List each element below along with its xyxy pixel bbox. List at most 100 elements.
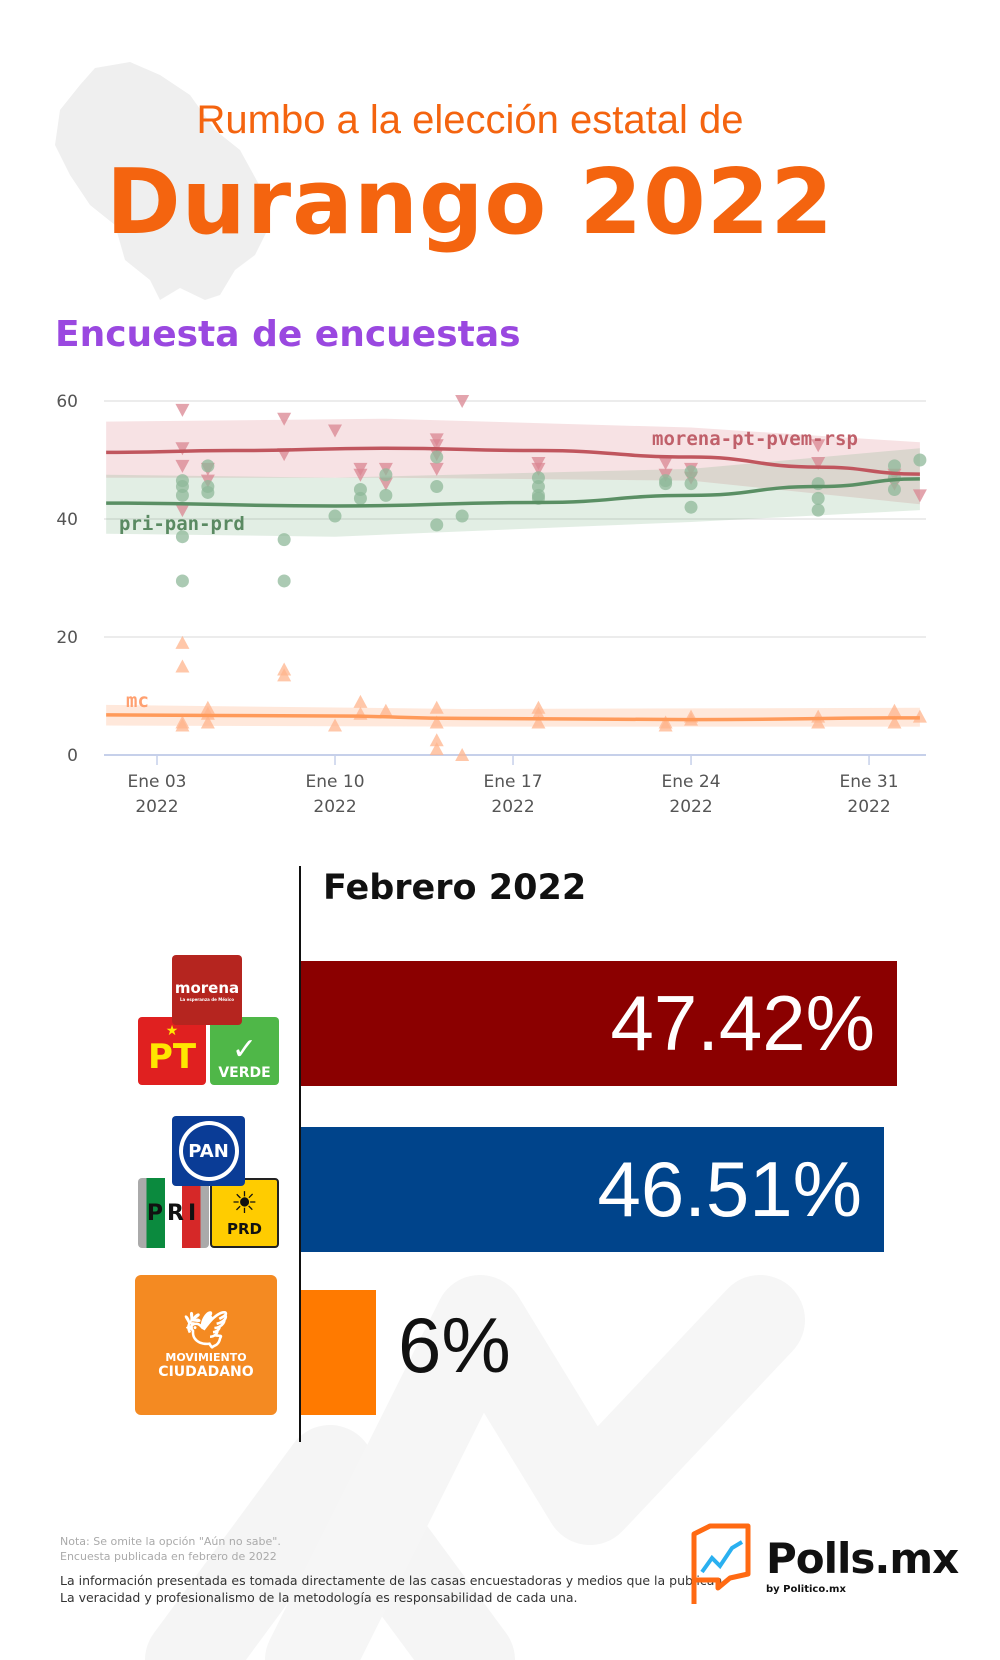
data-point	[175, 718, 190, 732]
data-point	[887, 459, 901, 473]
polls-logo-icon	[691, 1523, 751, 1604]
polls-mx-logo[interactable]: Polls.mx by Politico.mx	[690, 1522, 960, 1608]
result-bar-morena: 47.42%	[301, 961, 897, 1086]
data-point	[328, 509, 342, 523]
logo-subtext: La esperanza de México	[180, 996, 234, 1002]
x-tick-label: Ene 31	[840, 772, 899, 792]
chart-subtitle: Encuesta de encuestas	[55, 314, 521, 355]
prd-logo: ☀ PRD	[210, 1178, 279, 1248]
brand-subtitle: by Politico.mx	[766, 1584, 846, 1595]
data-point	[378, 477, 393, 491]
logo-text: PRD	[227, 1220, 262, 1238]
data-point	[455, 509, 469, 523]
y-tick-label: 60	[56, 392, 78, 412]
trend-line	[106, 477, 920, 508]
y-tick-label: 40	[56, 510, 78, 530]
data-point	[658, 456, 673, 470]
data-point	[684, 465, 698, 479]
data-point	[175, 504, 190, 518]
data-point	[811, 491, 825, 505]
data-point	[912, 489, 927, 503]
data-point	[429, 700, 444, 714]
y-tick-label: 0	[67, 746, 78, 766]
data-point	[658, 718, 673, 732]
poll-of-polls-chart: 0 20 40 60 Ene 03 2022 Ene 10 2022 Ene 17 2022 Ene…	[56, 392, 927, 817]
trend-line	[106, 713, 920, 722]
data-point	[175, 459, 190, 473]
morena-logo: morena La esperanza de México	[172, 955, 242, 1025]
x-tick-year: 2022	[135, 797, 178, 817]
trend-line	[106, 446, 920, 476]
footer-note: Encuesta publicada en febrero de 2022	[60, 1550, 277, 1563]
data-point	[175, 659, 190, 673]
data-point	[430, 518, 444, 532]
data-point	[429, 439, 444, 453]
data-point	[277, 668, 292, 682]
data-point	[684, 477, 698, 491]
watermark-zigzag	[265, 1275, 805, 1660]
pan-logo: PAN	[172, 1116, 245, 1186]
data-point	[175, 574, 189, 588]
result-bar-mc	[301, 1290, 376, 1415]
data-point	[175, 403, 190, 417]
x-tick-label: Ene 24	[662, 772, 721, 792]
data-point	[811, 715, 826, 729]
data-point	[684, 500, 698, 514]
x-tick-label: Ene 03	[127, 772, 186, 792]
footer-note: Nota: Se omite la opción "Aún no sabe".	[60, 1535, 281, 1548]
x-tick-year: 2022	[847, 797, 890, 817]
watermark-zigzag	[145, 1425, 515, 1660]
data-point	[429, 742, 444, 756]
logo-text: MOVIMIENTO	[165, 1350, 247, 1364]
data-point	[277, 412, 292, 426]
sun-icon: ☀	[231, 1186, 258, 1221]
data-point	[353, 694, 368, 708]
data-point	[659, 477, 673, 491]
divider	[299, 866, 301, 1442]
data-point	[328, 424, 343, 438]
logo-text: CIUDADANO	[158, 1363, 254, 1380]
x-tick-year: 2022	[491, 797, 534, 817]
data-point	[201, 485, 215, 499]
pri-logo: PRI	[138, 1178, 209, 1248]
data-point	[531, 462, 546, 476]
data-point	[379, 468, 393, 482]
data-point	[887, 715, 902, 729]
data-point	[913, 453, 927, 467]
series-label: morena-pt-pvem-rsp	[652, 428, 858, 450]
data-point	[430, 450, 444, 464]
data-point	[353, 468, 368, 482]
result-value: 46.51%	[597, 1145, 862, 1233]
star-icon: ★	[165, 1023, 179, 1039]
logo-text: PAN	[182, 1125, 235, 1177]
data-point	[175, 488, 189, 502]
data-point	[200, 715, 215, 729]
page-title: Durango 2022	[105, 150, 835, 255]
data-point	[887, 483, 901, 496]
x-tick-label: Ene 17	[484, 772, 543, 792]
series-label: pri-pan-prd	[119, 513, 245, 535]
data-point	[175, 635, 190, 649]
logo-text: morena	[174, 978, 240, 997]
data-point	[887, 703, 902, 717]
footer-info: La veracidad y profesionalismo de la met…	[60, 1590, 578, 1605]
y-tick-label: 20	[56, 628, 78, 648]
data-point	[811, 456, 826, 470]
checkmark-icon: ✓	[231, 1032, 258, 1067]
confidence-band	[106, 448, 920, 537]
data-point	[353, 491, 367, 505]
data-point	[531, 715, 546, 729]
series-label: mc	[126, 690, 149, 712]
result-value: 6%	[398, 1301, 511, 1389]
data-point	[175, 530, 189, 544]
eagle-icon: 🕊	[183, 1309, 229, 1351]
logo-text: PT	[147, 1037, 197, 1077]
pt-logo: ★ PT	[138, 1017, 206, 1085]
data-point	[379, 488, 393, 502]
data-point	[378, 703, 393, 717]
footer-info: La información presentada es tomada dire…	[60, 1573, 727, 1588]
data-point	[430, 480, 444, 494]
data-point	[455, 395, 470, 408]
logo-text: VERDE	[218, 1065, 271, 1081]
